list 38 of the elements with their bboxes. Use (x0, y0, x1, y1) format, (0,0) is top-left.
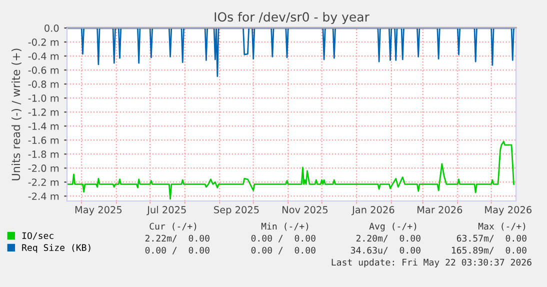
text: Max (-/+) (478, 222, 526, 231)
text: 0.00 / 0.00 (251, 234, 316, 242)
y-tick-label: -1.0 m (28, 94, 59, 102)
text: Avg (-/+) (369, 222, 416, 232)
x-tick-label: Jan 2026 (352, 206, 394, 216)
x-tick-label: Jul 2025 (146, 206, 186, 216)
x-tick-label: Sep 2025 (214, 206, 259, 216)
chart-title: IOs for /dev/sr0 - by year (214, 12, 370, 24)
y-tick-label: -0.4 m (28, 52, 59, 60)
y-tick-label: -1.6 m (28, 136, 59, 144)
text: 2.20m/ 0.00 (356, 234, 420, 242)
text: Last update: Fri May 22 03:30:37 2026 (332, 258, 532, 268)
x-tick-label: Mar 2026 (418, 206, 462, 214)
y-tick-label: -1.2 m (28, 108, 59, 116)
text: 34.63u/ 0.00 (350, 246, 420, 254)
y-tick-label: -2.2 m (28, 178, 59, 186)
text: Min (-/+) (261, 222, 308, 231)
line-series (67, 140, 514, 200)
y-tick-label: -0.8 m (28, 80, 59, 88)
text: 63.57m/ 0.00 (456, 234, 526, 242)
text: 0.00 / 0.00 (145, 246, 210, 254)
text: 2.22m/ 0.00 (145, 234, 210, 242)
y-tick-label: -1.8 m (28, 150, 59, 158)
y-tick-label: -2.4 m (28, 192, 59, 200)
y-axis-title: Units read (-) / write (+) (12, 48, 22, 180)
x-tick-label: Nov 2025 (282, 206, 328, 214)
y-tick-label: -2.0 m (28, 164, 59, 172)
x-tick-label: May 2026 (485, 206, 532, 216)
text: 0.00 / 0.00 (251, 246, 316, 254)
y-tick-label: -0.6 m (28, 66, 59, 74)
legend-label: IO/sec (22, 232, 54, 240)
text: Cur (-/+) (150, 222, 196, 231)
y-tick-label: 0.0 (44, 24, 59, 32)
text: 165.89m/ 0.00 (452, 246, 526, 254)
y-tick-label: -0.2 m (28, 38, 59, 46)
x-tick-label: May 2025 (75, 206, 122, 216)
y-tick-label: -1.4 m (28, 122, 59, 130)
legend-label: Req Size (KB) (22, 244, 90, 253)
